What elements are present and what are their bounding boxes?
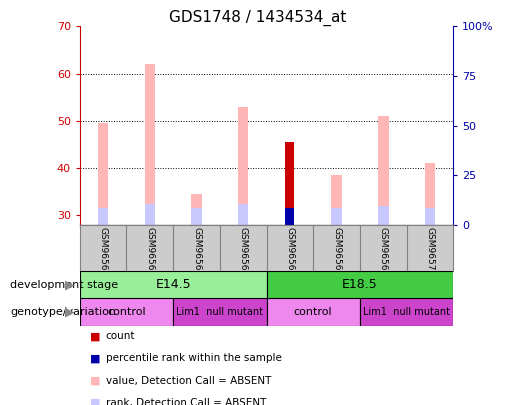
Bar [145, 203, 155, 225]
Bar [331, 175, 342, 225]
Bar [80, 271, 267, 298]
Text: GDS1748 / 1434534_at: GDS1748 / 1434534_at [169, 10, 346, 26]
Bar [238, 107, 248, 225]
Text: E18.5: E18.5 [342, 278, 377, 291]
Bar [378, 206, 388, 225]
Bar [378, 116, 388, 225]
Bar [285, 208, 295, 225]
Text: Lim1  null mutant: Lim1 null mutant [363, 307, 450, 317]
Bar [145, 64, 155, 225]
Bar [98, 123, 109, 225]
Text: ■: ■ [90, 376, 100, 386]
Bar [80, 298, 173, 326]
Text: GSM96565: GSM96565 [192, 227, 201, 276]
Text: ▶: ▶ [65, 305, 75, 318]
Text: GSM96566: GSM96566 [238, 227, 248, 276]
Text: GSM96570: GSM96570 [425, 227, 434, 276]
Text: percentile rank within the sample: percentile rank within the sample [106, 354, 282, 363]
Text: GSM96563: GSM96563 [99, 227, 108, 276]
Text: Lim1  null mutant: Lim1 null mutant [176, 307, 263, 317]
Text: control: control [107, 307, 146, 317]
Bar [424, 208, 435, 225]
Text: GSM96569: GSM96569 [379, 227, 388, 276]
Bar [424, 163, 435, 225]
Text: ■: ■ [90, 354, 100, 363]
Bar [360, 298, 453, 326]
Text: ▶: ▶ [65, 278, 75, 291]
Text: GSM96564: GSM96564 [145, 227, 154, 276]
Bar [191, 208, 202, 225]
Bar [331, 208, 342, 225]
Text: count: count [106, 331, 135, 341]
Text: GSM96567: GSM96567 [285, 227, 295, 276]
Bar [238, 203, 248, 225]
Text: E14.5: E14.5 [156, 278, 191, 291]
Text: genotype/variation: genotype/variation [10, 307, 116, 317]
Bar [267, 298, 360, 326]
Text: ■: ■ [90, 398, 100, 405]
Bar [285, 142, 295, 225]
Text: development stage: development stage [10, 279, 118, 290]
Bar [191, 194, 202, 225]
Text: value, Detection Call = ABSENT: value, Detection Call = ABSENT [106, 376, 271, 386]
Bar [267, 271, 453, 298]
Text: GSM96568: GSM96568 [332, 227, 341, 276]
Text: ■: ■ [90, 331, 100, 341]
Bar [173, 298, 267, 326]
Text: rank, Detection Call = ABSENT: rank, Detection Call = ABSENT [106, 398, 266, 405]
Bar [98, 208, 109, 225]
Text: control: control [294, 307, 333, 317]
